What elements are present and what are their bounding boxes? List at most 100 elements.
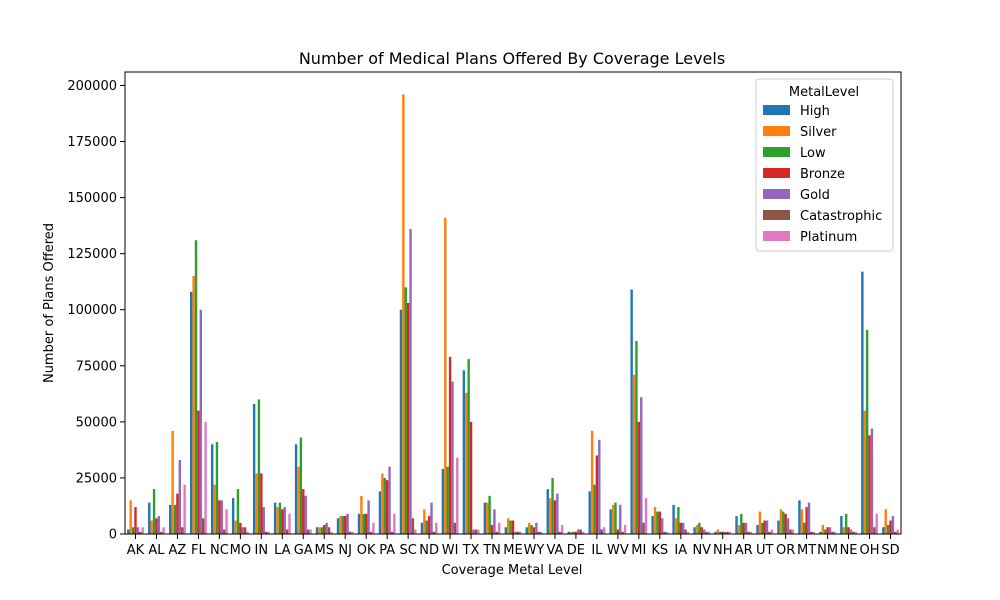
bar-bronze-nv: [700, 527, 703, 534]
bar-platinum-il: [602, 527, 606, 534]
bar-bronze-ar: [742, 522, 745, 534]
bar-low-sc: [404, 287, 407, 534]
bar-gold-nj: [346, 513, 349, 534]
bar-low-ar: [740, 513, 743, 534]
bar-silver-nj: [339, 516, 342, 534]
x-tick-label: KS: [651, 543, 668, 558]
bar-low-oh: [865, 329, 869, 534]
x-tick-label: WY: [524, 543, 545, 558]
bar-gold-fl: [199, 309, 202, 534]
bar-high-nc: [210, 444, 214, 534]
bar-low-il: [593, 484, 596, 534]
bar-catastrophic-nm: [831, 531, 834, 534]
y-tick-label: 125000: [67, 247, 117, 262]
bar-high-ia: [672, 504, 675, 534]
bar-silver-wv: [611, 504, 615, 534]
bar-high-in: [252, 403, 256, 534]
bar-gold-az: [178, 459, 182, 534]
bar-silver-ar: [737, 525, 741, 534]
bar-low-mi: [635, 341, 638, 534]
bar-catastrophic-wv: [621, 531, 624, 534]
bar-platinum-pa: [393, 513, 396, 534]
legend-swatch-gold: [763, 189, 790, 199]
bar-silver-nh: [716, 529, 720, 534]
bar-high-wy: [525, 527, 528, 534]
bar-high-nv: [693, 527, 696, 534]
bar-high-de: [567, 531, 570, 534]
bar-high-pa: [378, 491, 382, 534]
bar-bronze-nj: [344, 516, 347, 534]
bar-platinum-mi: [644, 498, 648, 534]
bar-silver-in: [255, 473, 258, 534]
bar-gold-nv: [702, 529, 706, 534]
legend-label-catastrophic: Catastrophic: [800, 209, 882, 224]
bar-silver-ok: [360, 495, 363, 534]
bar-platinum-tn: [498, 522, 501, 534]
x-tick-label: PA: [379, 543, 395, 558]
bar-silver-mt: [800, 509, 804, 534]
bar-silver-ut: [758, 511, 762, 534]
x-tick-label: MS: [315, 543, 334, 558]
bar-catastrophic-tx: [474, 529, 478, 534]
bar-high-sc: [399, 309, 403, 534]
bar-gold-sc: [409, 228, 412, 535]
x-tick-label: OH: [860, 543, 880, 558]
bar-catastrophic-oh: [873, 527, 876, 534]
bar-bronze-va: [553, 500, 557, 534]
bar-silver-al: [150, 520, 153, 534]
bar-bronze-sd: [889, 520, 892, 534]
bar-catastrophic-mt: [810, 531, 813, 534]
bar-gold-mt: [807, 502, 811, 534]
bar-bronze-ak: [134, 507, 137, 534]
x-tick-label: AZ: [169, 543, 187, 558]
bar-catastrophic-ak: [139, 531, 142, 534]
bar-platinum-fl: [204, 421, 207, 534]
legend-swatch-low: [763, 147, 790, 157]
bar-low-wy: [530, 525, 533, 534]
bar-platinum-sc: [414, 529, 417, 534]
bar-catastrophic-ar: [747, 531, 750, 534]
bar-high-ga: [294, 444, 298, 534]
bar-platinum-mt: [812, 531, 816, 534]
bar-platinum-ar: [749, 531, 753, 534]
bar-gold-nc: [220, 500, 223, 534]
y-axis-label: Number of Plans Offered: [42, 223, 57, 383]
bar-bronze-mo: [239, 522, 242, 534]
legend-label-gold: Gold: [800, 188, 830, 203]
bar-high-mt: [798, 500, 801, 534]
bar-catastrophic-or: [789, 529, 792, 534]
x-tick-label: WV: [607, 543, 629, 558]
bar-catastrophic-tn: [495, 531, 499, 534]
bar-low-tn: [488, 495, 491, 534]
bar-low-la: [278, 502, 282, 534]
bar-silver-la: [276, 507, 279, 534]
bar-low-tx: [467, 359, 470, 534]
bar-low-mt: [803, 522, 806, 534]
bar-gold-in: [262, 507, 265, 534]
bar-catastrophic-nv: [705, 531, 708, 534]
y-tick-label: 25000: [76, 471, 117, 486]
bar-gold-or: [786, 518, 790, 534]
bar-bronze-or: [784, 513, 787, 534]
bar-low-fl: [194, 240, 198, 534]
bar-low-nh: [719, 531, 722, 534]
bar-silver-wy: [527, 522, 531, 534]
bar-gold-tx: [472, 529, 475, 534]
bar-gold-la: [283, 507, 286, 534]
bar-bronze-la: [281, 509, 284, 534]
bar-high-or: [777, 520, 780, 534]
bar-silver-ms: [318, 527, 321, 534]
x-tick-label: OR: [776, 543, 795, 558]
bar-gold-nh: [723, 531, 727, 534]
bar-low-al: [152, 489, 156, 534]
bar-low-ks: [656, 511, 659, 534]
y-tick-label: 0: [109, 528, 117, 543]
bars-layer: [127, 94, 899, 535]
bar-bronze-ga: [302, 489, 305, 534]
bar-low-az: [173, 504, 177, 534]
bar-low-de: [572, 531, 575, 534]
bar-bronze-wi: [448, 356, 452, 534]
bar-low-wi: [446, 466, 449, 534]
bar-bronze-wy: [532, 527, 536, 534]
bar-gold-oh: [870, 428, 874, 534]
